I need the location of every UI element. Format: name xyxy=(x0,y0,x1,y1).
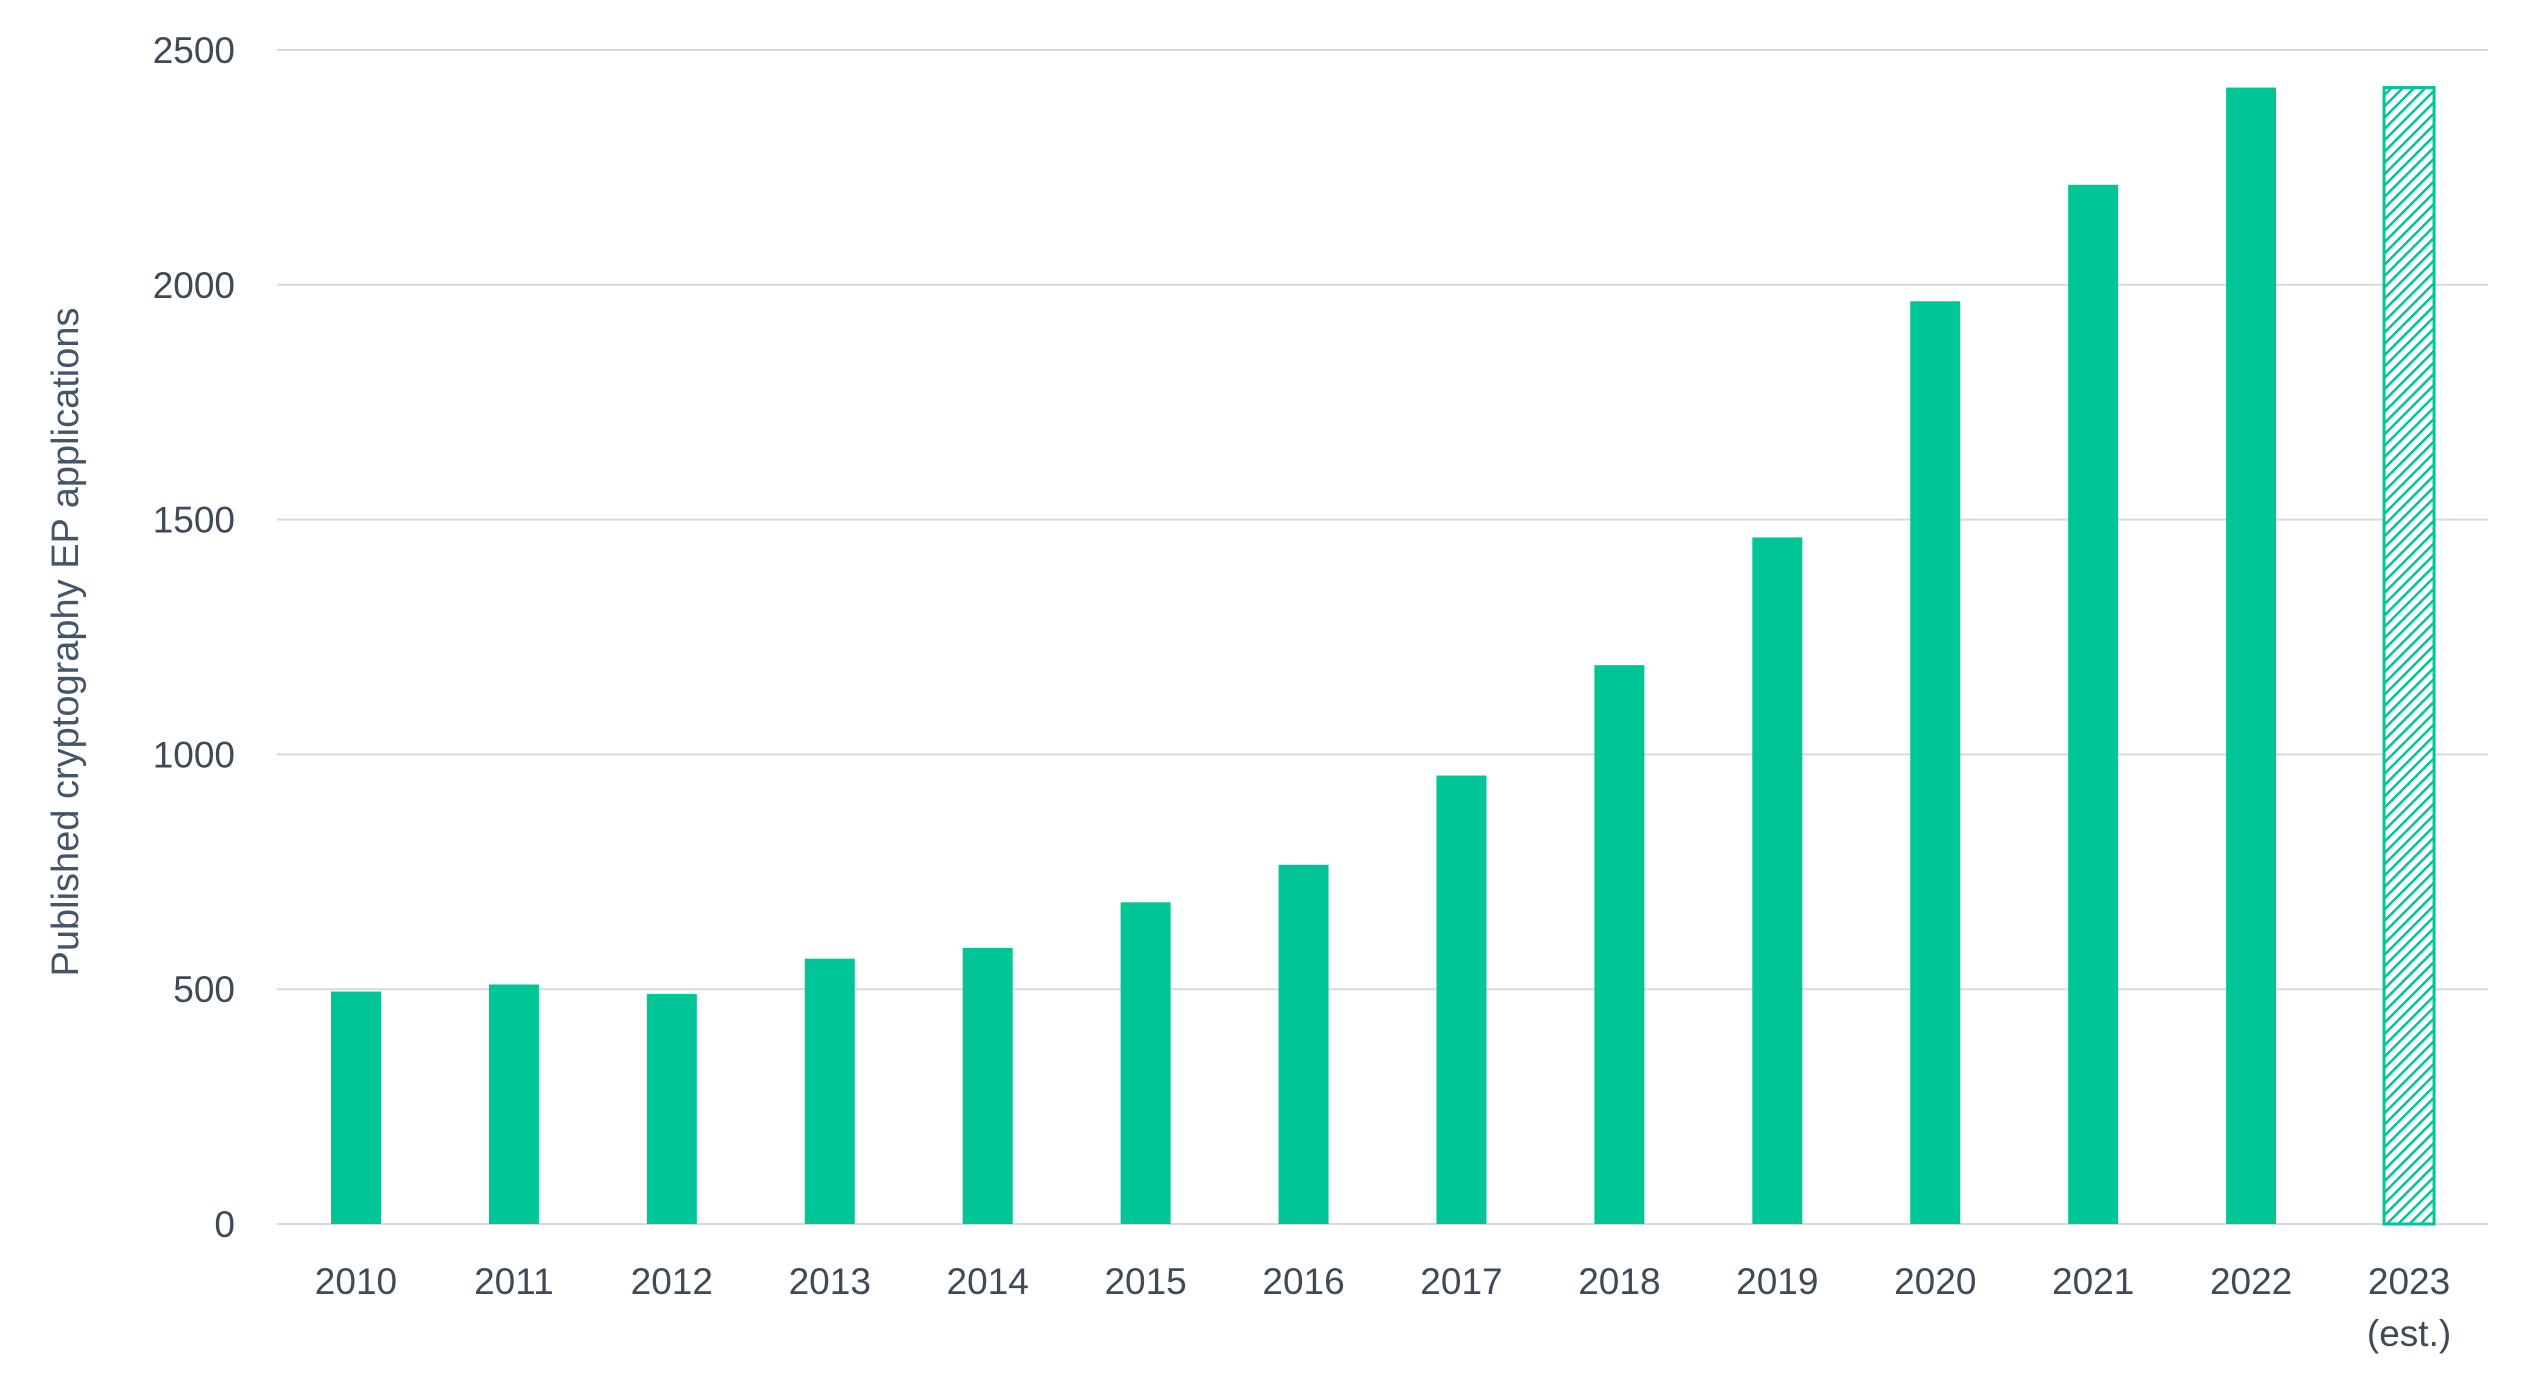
bar xyxy=(1436,775,1487,1224)
x-tick-label: 2020 xyxy=(1894,1261,1976,1302)
y-tick-label: 500 xyxy=(173,969,235,1010)
x-tick-label: 2013 xyxy=(789,1261,871,1302)
x-tick-label: 2015 xyxy=(1104,1261,1186,1302)
bar xyxy=(1278,864,1329,1224)
gridlines xyxy=(277,49,2488,1225)
bar xyxy=(1910,301,1961,1225)
x-tick-label: 2023 xyxy=(2368,1261,2450,1302)
x-tick-label: 2011 xyxy=(474,1261,554,1302)
y-tick-label: 2000 xyxy=(153,265,235,306)
bar xyxy=(804,958,855,1224)
x-tick-label: 2012 xyxy=(631,1261,713,1302)
y-axis-title: Published cryptography EP applications xyxy=(45,308,87,977)
x-tick-labels: 2010 2011 2012 2013 2014 2015 2016 2017 2018 2019… xyxy=(315,1261,2451,1354)
bar xyxy=(646,993,697,1224)
x-tick-label: 2016 xyxy=(1262,1261,1344,1302)
bar-estimated xyxy=(2382,86,2436,1226)
bar xyxy=(2226,87,2277,1225)
x-tick-label: 2017 xyxy=(1420,1261,1502,1302)
bar xyxy=(1120,902,1171,1224)
bar xyxy=(1594,665,1645,1224)
x-tick-label: 2021 xyxy=(2052,1261,2134,1302)
bar xyxy=(962,947,1013,1224)
x-tick-label: 2019 xyxy=(1736,1261,1818,1302)
y-tick-label: 1000 xyxy=(153,734,235,775)
x-tick-label: 2018 xyxy=(1578,1261,1660,1302)
x-tick-label: 2022 xyxy=(2210,1261,2292,1302)
x-tick-label: 2010 xyxy=(315,1261,397,1302)
bar xyxy=(330,991,381,1224)
y-tick-label: 0 xyxy=(214,1204,235,1245)
bars xyxy=(330,86,2436,1226)
y-tick-label: 1500 xyxy=(153,500,235,541)
y-tick-labels: 0 500 1000 1500 2000 2500 xyxy=(153,30,235,1245)
x-tick-sublabel: (est.) xyxy=(2367,1313,2451,1354)
bar xyxy=(1752,537,1803,1224)
x-tick-label: 2014 xyxy=(947,1261,1029,1302)
bar xyxy=(2068,184,2119,1225)
y-tick-label: 2500 xyxy=(153,30,235,71)
bar xyxy=(488,984,539,1224)
